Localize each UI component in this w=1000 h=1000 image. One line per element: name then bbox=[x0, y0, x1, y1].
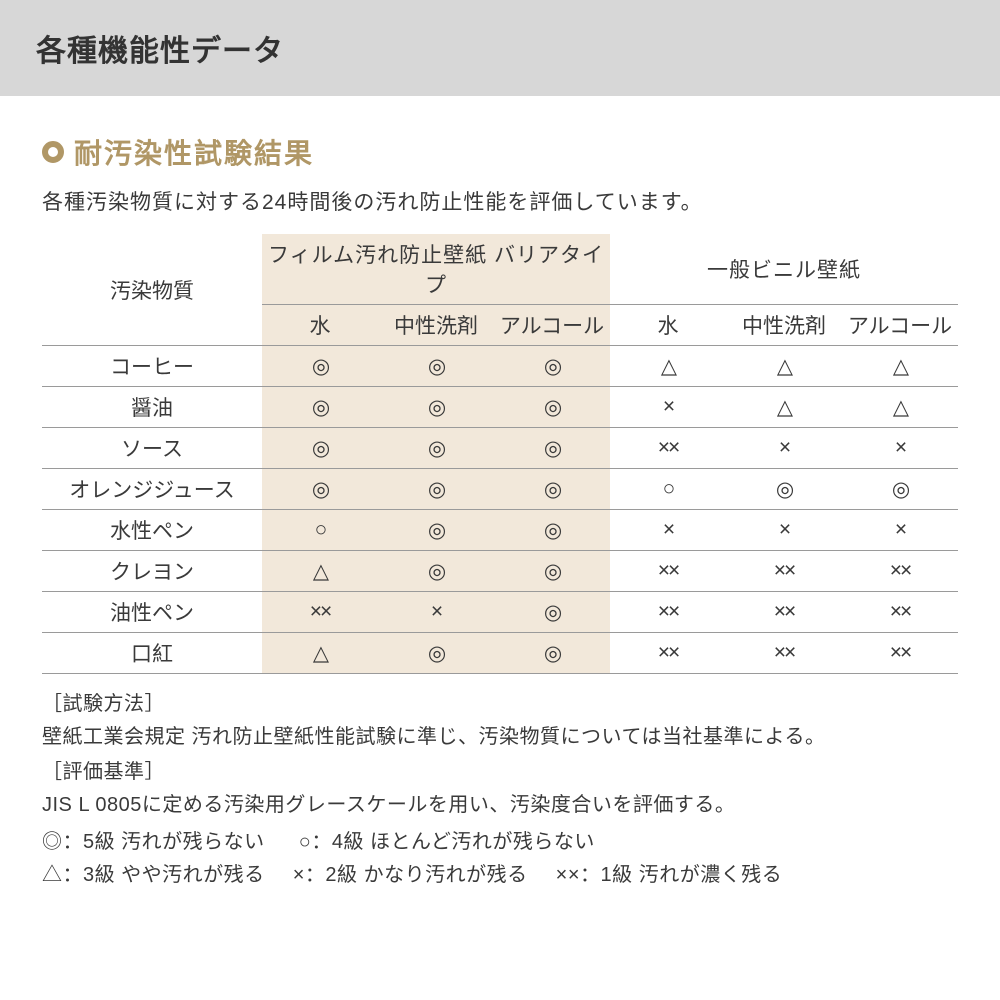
result-cell: × bbox=[610, 510, 726, 551]
table-row: 油性ペン×××◎×××××× bbox=[42, 592, 958, 633]
group-header-row: 汚染物質 フィルム汚れ防止壁紙 バリアタイプ 一般ビニル壁紙 bbox=[42, 234, 958, 305]
subhead-cell: 水 bbox=[262, 305, 378, 346]
row-label: 油性ペン bbox=[42, 592, 262, 633]
row-label: コーヒー bbox=[42, 346, 262, 387]
result-cell: ○ bbox=[610, 469, 726, 510]
result-cell: ◎ bbox=[378, 633, 494, 674]
subhead-cell: 水 bbox=[610, 305, 726, 346]
subhead-cell: アルコール bbox=[842, 305, 958, 346]
result-cell: ×× bbox=[610, 428, 726, 469]
method-text: 壁紙工業会規定 汚れ防止壁紙性能試験に準じ、汚染物質については当社基準による。 bbox=[42, 726, 825, 748]
table-row: 水性ペン○◎◎××× bbox=[42, 510, 958, 551]
result-cell: ×× bbox=[842, 551, 958, 592]
group-header-std: 一般ビニル壁紙 bbox=[610, 234, 958, 305]
result-cell: ×× bbox=[610, 633, 726, 674]
result-cell: △ bbox=[726, 346, 842, 387]
table-row: 口紅△◎◎×××××× bbox=[42, 633, 958, 674]
legend-item: ×：2級 かなり汚れが残る bbox=[293, 859, 528, 892]
result-cell: ×× bbox=[262, 592, 378, 633]
result-cell: ◎ bbox=[726, 469, 842, 510]
result-cell: ◎ bbox=[494, 510, 610, 551]
result-cell: × bbox=[842, 510, 958, 551]
row-label: オレンジジュース bbox=[42, 469, 262, 510]
result-cell: △ bbox=[842, 387, 958, 428]
result-cell: △ bbox=[726, 387, 842, 428]
result-cell: ◎ bbox=[494, 633, 610, 674]
result-cell: ◎ bbox=[494, 469, 610, 510]
page-banner: 各種機能性データ bbox=[0, 0, 1000, 96]
section-title-text: 耐汚染性試験結果 bbox=[74, 132, 314, 172]
result-cell: ◎ bbox=[262, 469, 378, 510]
legend-row-1: ◎：5級 汚れが残らない ○：4級 ほとんど汚れが残らない bbox=[42, 826, 958, 859]
table-row: ソース◎◎◎×××× bbox=[42, 428, 958, 469]
result-cell: ◎ bbox=[842, 469, 958, 510]
result-cell: ◎ bbox=[494, 387, 610, 428]
group-header-film: フィルム汚れ防止壁紙 バリアタイプ bbox=[262, 234, 610, 305]
result-cell: ◎ bbox=[378, 428, 494, 469]
result-cell: ◎ bbox=[494, 592, 610, 633]
criteria-label: ［評価基準］ bbox=[42, 756, 958, 789]
row-label: クレヨン bbox=[42, 551, 262, 592]
results-tbody: コーヒー◎◎◎△△△醤油◎◎◎×△△ソース◎◎◎××××オレンジジュース◎◎◎○… bbox=[42, 346, 958, 674]
result-cell: △ bbox=[262, 633, 378, 674]
table-row: オレンジジュース◎◎◎○◎◎ bbox=[42, 469, 958, 510]
result-cell: ◎ bbox=[494, 428, 610, 469]
result-cell: ×× bbox=[726, 551, 842, 592]
corner-label: 汚染物質 bbox=[42, 234, 262, 346]
result-cell: ◎ bbox=[494, 346, 610, 387]
results-table-wrap: 汚染物質 フィルム汚れ防止壁紙 バリアタイプ 一般ビニル壁紙 水 中性洗剤 アル… bbox=[42, 234, 958, 674]
result-cell: × bbox=[726, 510, 842, 551]
result-cell: △ bbox=[610, 346, 726, 387]
result-cell: ◎ bbox=[262, 387, 378, 428]
section-intro: 各種汚染物質に対する24時間後の汚れ防止性能を評価しています。 bbox=[42, 186, 958, 216]
result-cell: ×× bbox=[610, 551, 726, 592]
result-cell: ◎ bbox=[378, 469, 494, 510]
result-cell: ×× bbox=[842, 633, 958, 674]
legend-item: ○：4級 ほとんど汚れが残らない bbox=[299, 826, 595, 859]
legend-item: △：3級 やや汚れが残る bbox=[42, 859, 265, 892]
row-label: ソース bbox=[42, 428, 262, 469]
table-row: コーヒー◎◎◎△△△ bbox=[42, 346, 958, 387]
result-cell: ◎ bbox=[262, 428, 378, 469]
row-label: 醤油 bbox=[42, 387, 262, 428]
legend-row-2: △：3級 やや汚れが残る ×：2級 かなり汚れが残る ××：1級 汚れが濃く残る bbox=[42, 859, 958, 892]
subhead-cell: 中性洗剤 bbox=[726, 305, 842, 346]
subhead-cell: アルコール bbox=[494, 305, 610, 346]
result-cell: △ bbox=[262, 551, 378, 592]
result-cell: ◎ bbox=[262, 346, 378, 387]
results-table: 汚染物質 フィルム汚れ防止壁紙 バリアタイプ 一般ビニル壁紙 水 中性洗剤 アル… bbox=[42, 234, 958, 674]
result-cell: ◎ bbox=[378, 510, 494, 551]
legend-item: ◎：5級 汚れが残らない bbox=[42, 826, 265, 859]
subhead-cell: 中性洗剤 bbox=[378, 305, 494, 346]
result-cell: ◎ bbox=[494, 551, 610, 592]
result-cell: × bbox=[610, 387, 726, 428]
ring-bullet-icon bbox=[42, 141, 64, 163]
result-cell: △ bbox=[842, 346, 958, 387]
banner-title: 各種機能性データ bbox=[36, 35, 284, 68]
method-label: ［試験方法］ bbox=[42, 688, 958, 721]
content-area: 耐汚染性試験結果 各種汚染物質に対する24時間後の汚れ防止性能を評価しています。… bbox=[0, 96, 1000, 892]
result-cell: × bbox=[726, 428, 842, 469]
result-cell: ◎ bbox=[378, 346, 494, 387]
row-label: 口紅 bbox=[42, 633, 262, 674]
result-cell: × bbox=[842, 428, 958, 469]
result-cell: ×× bbox=[610, 592, 726, 633]
criteria-text: JIS L 0805に定める汚染用グレースケールを用い、汚染度合いを評価する。 bbox=[42, 794, 735, 816]
result-cell: ×× bbox=[726, 592, 842, 633]
table-row: 醤油◎◎◎×△△ bbox=[42, 387, 958, 428]
row-label: 水性ペン bbox=[42, 510, 262, 551]
result-cell: ○ bbox=[262, 510, 378, 551]
section-heading: 耐汚染性試験結果 bbox=[42, 132, 958, 172]
result-cell: ◎ bbox=[378, 387, 494, 428]
result-cell: × bbox=[378, 592, 494, 633]
table-row: クレヨン△◎◎×××××× bbox=[42, 551, 958, 592]
notes-block: ［試験方法］ 壁紙工業会規定 汚れ防止壁紙性能試験に準じ、汚染物質については当社… bbox=[42, 688, 958, 892]
result-cell: ×× bbox=[842, 592, 958, 633]
result-cell: ×× bbox=[726, 633, 842, 674]
result-cell: ◎ bbox=[378, 551, 494, 592]
legend-item: ××：1級 汚れが濃く残る bbox=[556, 859, 783, 892]
